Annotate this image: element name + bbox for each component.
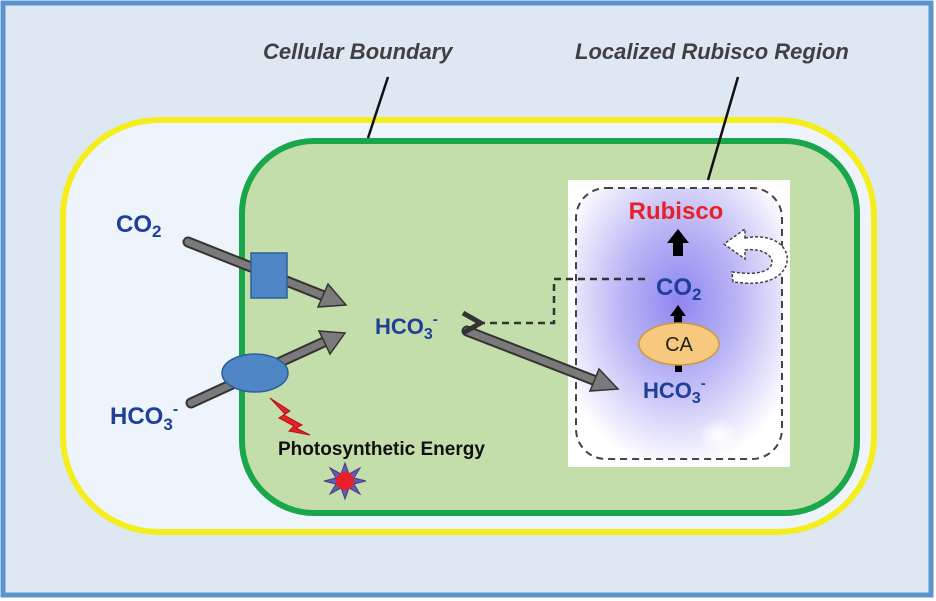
hco3-region-label: HCO3-	[643, 375, 706, 407]
curved-return-arrow-icon	[722, 227, 788, 284]
co2-transporter-icon	[250, 252, 288, 299]
ca-to-co2-arrow	[670, 305, 686, 328]
hco3-outside-label: HCO3-	[110, 401, 178, 434]
starburst-icon	[323, 461, 367, 501]
co2-leak-dashed-arrow	[478, 277, 645, 323]
cellular-boundary-label: Cellular Boundary	[263, 39, 454, 64]
hco3-to-region-arrow	[461, 325, 620, 392]
co2-outside-label: CO2	[116, 211, 161, 241]
localized-region-label: Localized Rubisco Region	[575, 39, 849, 64]
hco3-cytosol-label: HCO3-	[375, 311, 438, 343]
region-white-spot	[699, 418, 739, 454]
hco3-to-ca-connector	[675, 362, 682, 372]
ca-enzyme	[638, 322, 720, 366]
region-pointer	[706, 76, 740, 181]
co2-to-rubisco-arrow	[667, 229, 689, 256]
cellular-boundary-pointer	[366, 76, 390, 139]
rubisco-region-boundary	[575, 187, 783, 460]
lightning-bolt-icon	[269, 397, 311, 436]
photosynthetic-energy-label: Photosynthetic Energy	[278, 439, 485, 460]
hco3-transporter-icon	[221, 353, 289, 393]
ca-label: CA	[665, 334, 693, 356]
co2-region-label: CO2	[656, 274, 701, 304]
rubisco-label: Rubisco	[629, 198, 724, 225]
